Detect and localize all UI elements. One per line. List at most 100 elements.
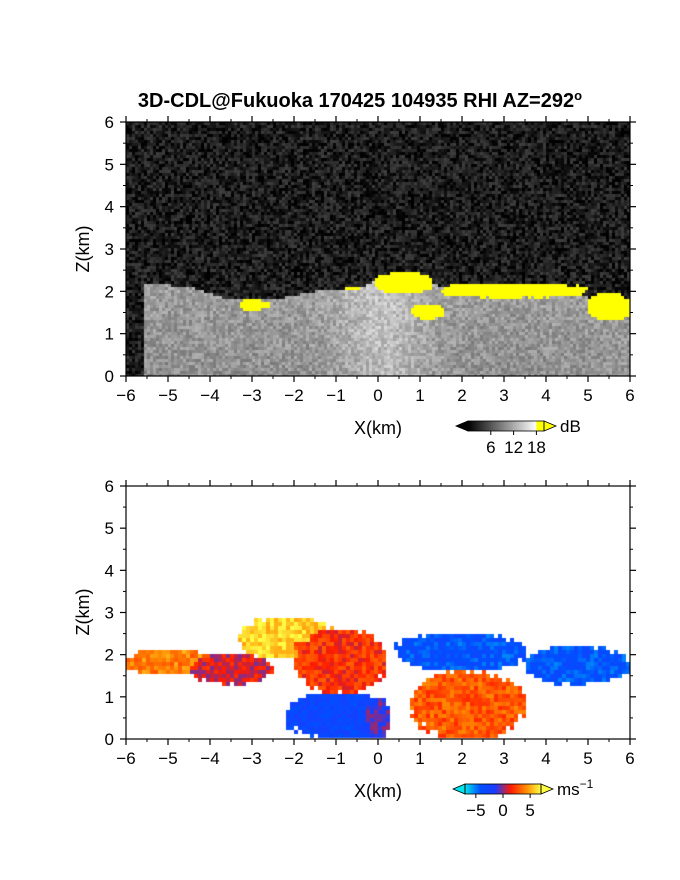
velocity-colorbar: −5 0 5 ms−1 bbox=[451, 777, 594, 820]
x-tick-label: 0 bbox=[373, 749, 382, 768]
reflectivity-colorbar: 6 12 18 dB bbox=[454, 417, 581, 457]
y-tick-label: 3 bbox=[105, 604, 114, 623]
velocity-colorbar-swatch bbox=[535, 784, 538, 794]
velocity-x-axis-label: X(km) bbox=[354, 781, 402, 801]
title-main: 3D-CDL@Fukuoka 170425 104935 RHI AZ=292 bbox=[138, 90, 574, 112]
velocity-colorbar-swatch bbox=[482, 784, 485, 794]
y-tick-label: 3 bbox=[105, 240, 114, 259]
x-tick-label: −1 bbox=[326, 386, 345, 405]
y-tick-label: 0 bbox=[105, 730, 114, 749]
velocity-colorbar-swatch bbox=[489, 784, 493, 794]
reflectivity-colorbar-swatch bbox=[536, 421, 539, 431]
x-tick-label: −3 bbox=[242, 749, 261, 768]
velocity-colorbar-swatch bbox=[487, 784, 491, 794]
velocity-colorbar-swatch bbox=[522, 784, 525, 794]
velocity-colorbar-swatch bbox=[529, 784, 532, 794]
reflectivity-colorbar-swatch bbox=[487, 421, 490, 431]
velocity-colorbar-swatch bbox=[506, 784, 510, 794]
velocity-colorbar-swatch bbox=[533, 784, 536, 794]
velocity-colorbar-min-arrow bbox=[451, 783, 466, 795]
reflectivity-colorbar-swatch bbox=[496, 421, 499, 431]
x-tick-label: −1 bbox=[326, 749, 345, 768]
x-tick-label: −4 bbox=[200, 749, 219, 768]
reflectivity-image-holder bbox=[126, 122, 630, 376]
y-tick-label: 1 bbox=[105, 688, 114, 707]
velocity-colorbar-swatch bbox=[525, 784, 529, 794]
x-tick-label: 5 bbox=[583, 386, 592, 405]
reflectivity-colorbar-swatch bbox=[488, 421, 492, 431]
reflectivity-colorbar-swatch bbox=[542, 421, 545, 431]
x-tick-label: 6 bbox=[625, 386, 634, 405]
velocity-colorbar-swatch bbox=[527, 784, 531, 794]
reflectivity-colorbar-swatch bbox=[540, 421, 543, 431]
reflectivity-colorbar-swatch bbox=[490, 421, 494, 431]
reflectivity-colorbar-tick-label: 12 bbox=[504, 438, 523, 457]
y-tick-label: 5 bbox=[105, 155, 114, 174]
velocity-colorbar-swatch bbox=[495, 784, 498, 794]
reflectivity-colorbar-swatch bbox=[519, 421, 522, 431]
velocity-colorbar-swatch bbox=[491, 784, 494, 794]
reflectivity-colorbar-swatch bbox=[507, 421, 511, 431]
reflectivity-colorbar-min-arrow bbox=[454, 420, 469, 432]
reflectivity-colorbar-swatch bbox=[477, 421, 480, 431]
reflectivity-colorbar-swatch bbox=[526, 421, 530, 431]
reflectivity-y-axis-label: Z(km) bbox=[73, 226, 93, 273]
x-tick-label: −2 bbox=[284, 386, 303, 405]
velocity-colorbar-swatch bbox=[485, 784, 489, 794]
reflectivity-x-axis-label: X(km) bbox=[354, 418, 402, 438]
velocity-colorbar-swatch bbox=[501, 784, 504, 794]
reflectivity-colorbar-swatch bbox=[473, 421, 477, 431]
velocity-colorbar-tick-label: 0 bbox=[498, 801, 507, 820]
velocity-heatmap bbox=[126, 486, 630, 739]
velocity-colorbar-swatch bbox=[499, 784, 502, 794]
y-tick-label: 4 bbox=[105, 561, 114, 580]
velocity-colorbar-swatch bbox=[474, 784, 477, 794]
reflectivity-colorbar-swatch bbox=[498, 421, 501, 431]
y-tick-label: 2 bbox=[105, 282, 114, 301]
reflectivity-colorbar-swatch bbox=[517, 421, 520, 431]
velocity-colorbar-swatch bbox=[484, 784, 487, 794]
reflectivity-colorbar-swatch bbox=[468, 421, 471, 431]
x-tick-label: 3 bbox=[499, 386, 508, 405]
reflectivity-colorbar-frame bbox=[467, 420, 545, 432]
velocity-y-axis-label: Z(km) bbox=[73, 589, 93, 636]
reflectivity-colorbar-swatch bbox=[492, 421, 496, 431]
reflectivity-colorbar-swatch bbox=[509, 421, 513, 431]
reflectivity-colorbar-swatch bbox=[532, 421, 535, 431]
velocity-axes: −6 −5 −4 −3 −2 −1 0 1 2 3 4 5 6 0 1 2 3 4 5 6 bbox=[105, 477, 636, 768]
x-tick-label: 2 bbox=[457, 749, 466, 768]
reflectivity-colorbar-swatch bbox=[500, 421, 503, 431]
reflectivity-colorbar-swatch bbox=[515, 421, 518, 431]
reflectivity-colorbar-swatch bbox=[538, 421, 541, 431]
reflectivity-colorbar-swatch bbox=[504, 421, 507, 431]
x-tick-label: 6 bbox=[625, 749, 634, 768]
reflectivity-colorbar-swatch bbox=[523, 421, 526, 431]
x-tick-label: 4 bbox=[541, 749, 550, 768]
x-tick-label: 5 bbox=[583, 749, 592, 768]
reflectivity-colorbar-unit: dB bbox=[560, 417, 581, 436]
reflectivity-colorbar-swatch bbox=[502, 421, 505, 431]
reflectivity-colorbar-swatch bbox=[506, 421, 509, 431]
y-tick-label: 2 bbox=[105, 646, 114, 665]
reflectivity-colorbar-swatch bbox=[469, 421, 473, 431]
y-tick-label: 0 bbox=[105, 367, 114, 386]
reflectivity-colorbar-swatch bbox=[475, 421, 478, 431]
velocity-image-holder bbox=[126, 486, 630, 739]
velocity-colorbar-swatch bbox=[497, 784, 500, 794]
velocity-panel: −6 −5 −4 −3 −2 −1 0 1 2 3 4 5 6 0 1 2 3 4 5 6 X(km) Z(km) −… bbox=[73, 477, 636, 820]
y-tick-label: 6 bbox=[105, 477, 114, 496]
reflectivity-heatmap bbox=[126, 122, 630, 376]
velocity-colorbar-max-arrow bbox=[540, 783, 555, 795]
reflectivity-colorbar-swatch bbox=[534, 421, 537, 431]
velocity-colorbar-unit-superscript: −1 bbox=[580, 777, 594, 791]
x-tick-label: 1 bbox=[415, 749, 424, 768]
title-superscript: o bbox=[574, 88, 582, 103]
velocity-colorbar-swatch bbox=[518, 784, 521, 794]
velocity-colorbar-swatch bbox=[476, 784, 479, 794]
y-tick-label: 4 bbox=[105, 198, 114, 217]
reflectivity-colorbar-swatch bbox=[471, 421, 475, 431]
y-tick-label: 5 bbox=[105, 519, 114, 538]
reflectivity-axes: −6 −5 −4 −3 −2 −1 0 1 2 3 4 5 6 0 1 2 3 4 5 6 bbox=[105, 113, 636, 405]
velocity-colorbar-swatch bbox=[468, 784, 472, 794]
velocity-colorbar-tick-label: 5 bbox=[525, 801, 534, 820]
